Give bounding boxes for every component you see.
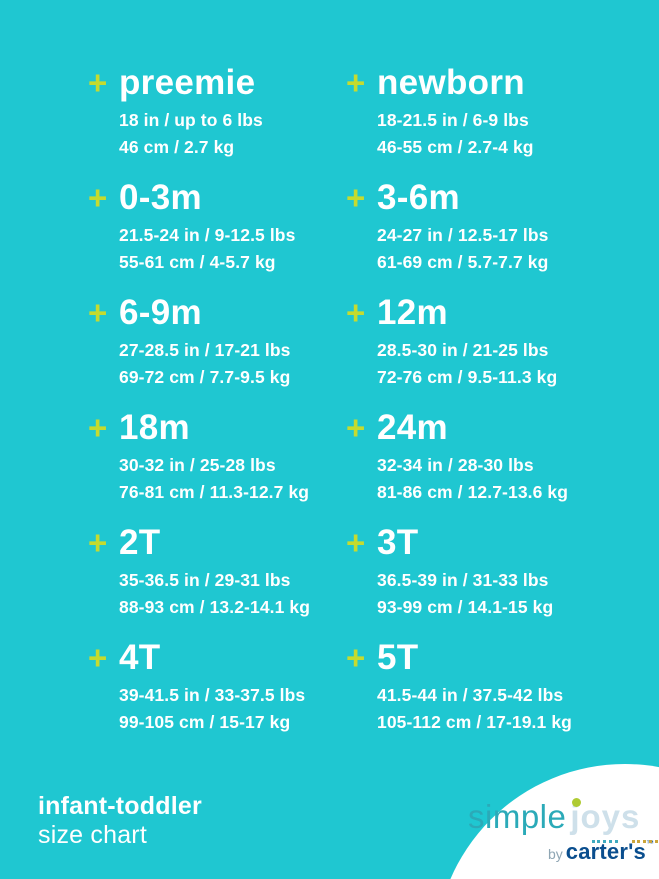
size-entry-body: 2T 35-36.5 in / 29-31 lbs 88-93 cm / 13.… bbox=[119, 522, 310, 621]
chart-title-line2: size chart bbox=[38, 821, 147, 849]
size-name: preemie bbox=[119, 63, 256, 102]
chart-title-line1: infant-toddler bbox=[38, 792, 202, 820]
logo-simple-text: simple bbox=[468, 798, 567, 835]
size-entry-5t: + 5T 41.5-44 in / 37.5-42 lbs 105-112 cm… bbox=[346, 637, 604, 752]
size-entry-3-6m: + 3-6m 24-27 in / 12.5-17 lbs 61-69 cm /… bbox=[346, 177, 604, 292]
size-cm-kg: 93-99 cm / 14.1-15 kg bbox=[377, 597, 554, 617]
size-entry-24m: + 24m 32-34 in / 28-30 lbs 81-86 cm / 12… bbox=[346, 407, 604, 522]
plus-icon: + bbox=[88, 179, 108, 216]
size-cm-kg: 55-61 cm / 4-5.7 kg bbox=[119, 252, 276, 272]
size-inches-lbs: 41.5-44 in / 37.5-42 lbs bbox=[377, 685, 564, 705]
size-entry-body: 3-6m 24-27 in / 12.5-17 lbs 61-69 cm / 5… bbox=[377, 177, 548, 276]
size-inches-lbs: 18 in / up to 6 lbs bbox=[119, 110, 263, 130]
plus-icon: + bbox=[346, 639, 366, 676]
size-entry-body: newborn 18-21.5 in / 6-9 lbs 46-55 cm / … bbox=[377, 62, 534, 161]
size-cm-kg: 69-72 cm / 7.7-9.5 kg bbox=[119, 367, 291, 387]
size-cm-kg: 99-105 cm / 15-17 kg bbox=[119, 712, 291, 732]
joys-dotted-underline-yellow bbox=[632, 840, 659, 843]
logo-wordmark: simple joys bbox=[468, 798, 659, 843]
size-inches-lbs: 32-34 in / 28-30 lbs bbox=[377, 455, 534, 475]
size-name: newborn bbox=[377, 63, 525, 102]
size-entry-3t: + 3T 36.5-39 in / 31-33 lbs 93-99 cm / 1… bbox=[346, 522, 604, 637]
size-entry-body: 3T 36.5-39 in / 31-33 lbs 93-99 cm / 14.… bbox=[377, 522, 553, 621]
size-inches-lbs: 24-27 in / 12.5-17 lbs bbox=[377, 225, 549, 245]
size-cm-kg: 81-86 cm / 12.7-13.6 kg bbox=[377, 482, 569, 502]
size-name: 3T bbox=[377, 523, 419, 562]
size-cm-kg: 61-69 cm / 5.7-7.7 kg bbox=[377, 252, 549, 272]
size-cm-kg: 105-112 cm / 17-19.1 kg bbox=[377, 712, 572, 732]
size-entry-newborn: + newborn 18-21.5 in / 6-9 lbs 46-55 cm … bbox=[346, 62, 604, 177]
size-cm-kg: 88-93 cm / 13.2-14.1 kg bbox=[119, 597, 311, 617]
size-entry-body: preemie 18 in / up to 6 lbs 46 cm / 2.7 … bbox=[119, 62, 263, 161]
size-name: 2T bbox=[119, 523, 161, 562]
size-inches-lbs: 36.5-39 in / 31-33 lbs bbox=[377, 570, 549, 590]
size-entry-6-9m: + 6-9m 27-28.5 in / 17-21 lbs 69-72 cm /… bbox=[88, 292, 346, 407]
plus-icon: + bbox=[88, 524, 108, 561]
logo-joys-word: joys bbox=[570, 798, 641, 835]
size-cm-kg: 76-81 cm / 11.3-12.7 kg bbox=[119, 482, 310, 502]
joys-dotted-underline-teal bbox=[592, 840, 619, 843]
size-name: 5T bbox=[377, 638, 419, 677]
size-entry-body: 4T 39-41.5 in / 33-37.5 lbs 99-105 cm / … bbox=[119, 637, 305, 736]
trademark-symbol: ™ bbox=[646, 839, 654, 848]
size-inches-lbs: 39-41.5 in / 33-37.5 lbs bbox=[119, 685, 306, 705]
size-entry-body: 12m 28.5-30 in / 21-25 lbs 72-76 cm / 9.… bbox=[377, 292, 557, 391]
size-inches-lbs: 18-21.5 in / 6-9 lbs bbox=[377, 110, 529, 130]
size-entry-0-3m: + 0-3m 21.5-24 in / 9-12.5 lbs 55-61 cm … bbox=[88, 177, 346, 292]
plus-icon: + bbox=[88, 409, 108, 446]
size-name: 0-3m bbox=[119, 178, 202, 217]
size-entry-2t: + 2T 35-36.5 in / 29-31 lbs 88-93 cm / 1… bbox=[88, 522, 346, 637]
plus-icon: + bbox=[88, 639, 108, 676]
logo-byline: by carter's™ bbox=[468, 839, 658, 865]
size-name: 18m bbox=[119, 408, 190, 447]
size-name: 24m bbox=[377, 408, 448, 447]
size-entry-body: 24m 32-34 in / 28-30 lbs 81-86 cm / 12.7… bbox=[377, 407, 568, 506]
chart-title: infant-toddler size chart bbox=[38, 792, 202, 850]
plus-icon: + bbox=[88, 64, 108, 101]
size-inches-lbs: 27-28.5 in / 17-21 lbs bbox=[119, 340, 291, 360]
plus-icon: + bbox=[346, 179, 366, 216]
size-entry-12m: + 12m 28.5-30 in / 21-25 lbs 72-76 cm / … bbox=[346, 292, 604, 407]
plus-icon: + bbox=[346, 294, 366, 331]
size-entry-body: 18m 30-32 in / 25-28 lbs 76-81 cm / 11.3… bbox=[119, 407, 309, 506]
plus-icon: + bbox=[346, 409, 366, 446]
size-name: 3-6m bbox=[377, 178, 460, 217]
plus-icon: + bbox=[346, 524, 366, 561]
logo-joys-text: joys bbox=[570, 798, 659, 843]
size-cm-kg: 46 cm / 2.7 kg bbox=[119, 137, 235, 157]
size-inches-lbs: 28.5-30 in / 21-25 lbs bbox=[377, 340, 549, 360]
size-entry-preemie: + preemie 18 in / up to 6 lbs 46 cm / 2.… bbox=[88, 62, 346, 177]
size-entry-18m: + 18m 30-32 in / 25-28 lbs 76-81 cm / 11… bbox=[88, 407, 346, 522]
size-entry-4t: + 4T 39-41.5 in / 33-37.5 lbs 99-105 cm … bbox=[88, 637, 346, 752]
logo-carters-text: carter's bbox=[565, 839, 646, 864]
size-inches-lbs: 21.5-24 in / 9-12.5 lbs bbox=[119, 225, 296, 245]
logo-by-text: by bbox=[547, 846, 563, 862]
size-entry-body: 6-9m 27-28.5 in / 17-21 lbs 69-72 cm / 7… bbox=[119, 292, 290, 391]
size-name: 4T bbox=[119, 638, 161, 677]
plus-icon: + bbox=[346, 64, 366, 101]
size-cm-kg: 46-55 cm / 2.7-4 kg bbox=[377, 137, 534, 157]
size-inches-lbs: 35-36.5 in / 29-31 lbs bbox=[119, 570, 291, 590]
size-entry-body: 5T 41.5-44 in / 37.5-42 lbs 105-112 cm /… bbox=[377, 637, 572, 736]
size-cm-kg: 72-76 cm / 9.5-11.3 kg bbox=[377, 367, 558, 387]
size-entry-body: 0-3m 21.5-24 in / 9-12.5 lbs 55-61 cm / … bbox=[119, 177, 295, 276]
size-grid: + preemie 18 in / up to 6 lbs 46 cm / 2.… bbox=[88, 62, 604, 752]
size-name: 6-9m bbox=[119, 293, 202, 332]
simple-joys-logo: simple joys by carter's™ bbox=[468, 798, 659, 865]
plus-icon: + bbox=[88, 294, 108, 331]
size-name: 12m bbox=[377, 293, 448, 332]
joys-green-dot-icon bbox=[572, 798, 582, 807]
size-inches-lbs: 30-32 in / 25-28 lbs bbox=[119, 455, 276, 475]
